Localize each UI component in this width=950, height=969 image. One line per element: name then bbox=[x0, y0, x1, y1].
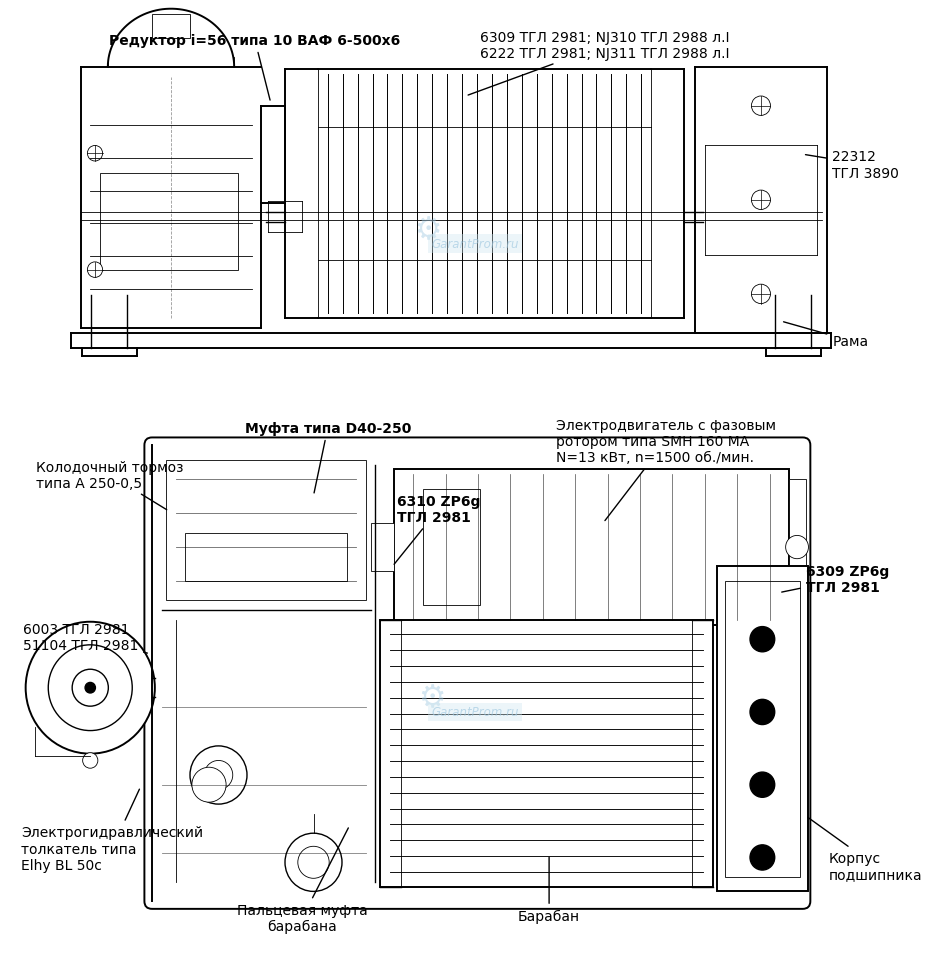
Bar bbox=[166, 460, 366, 601]
Circle shape bbox=[751, 191, 770, 210]
Text: Редуктор i=56 типа 10 ВАФ 6-500х6: Редуктор i=56 типа 10 ВАФ 6-500х6 bbox=[109, 34, 401, 101]
Text: ⚙: ⚙ bbox=[419, 683, 446, 712]
Circle shape bbox=[750, 845, 775, 870]
Text: Колодочный тормоз
типа А 250-0,5: Колодочный тормоз типа А 250-0,5 bbox=[36, 460, 183, 511]
Bar bbox=[100, 173, 238, 270]
Text: Пальцевая муфта
барабана: Пальцевая муфта барабана bbox=[237, 828, 368, 933]
Text: ⚙: ⚙ bbox=[414, 216, 441, 245]
Circle shape bbox=[285, 833, 342, 891]
Bar bbox=[185, 533, 347, 581]
Text: 6309 ZP6g
ТГЛ 2981: 6309 ZP6g ТГЛ 2981 bbox=[782, 564, 889, 594]
Text: 22312
ТГЛ 3890: 22312 ТГЛ 3890 bbox=[806, 150, 899, 180]
Circle shape bbox=[751, 97, 770, 116]
Bar bbox=[370, 523, 394, 572]
Text: 6309 ТГЛ 2981; NJ310 ТГЛ 2988 л.I
6222 ТГЛ 2981; NJ311 ТГЛ 2988 л.I: 6309 ТГЛ 2981; NJ310 ТГЛ 2988 л.I 6222 Т… bbox=[468, 31, 730, 96]
Circle shape bbox=[26, 622, 155, 754]
Circle shape bbox=[48, 645, 132, 731]
Circle shape bbox=[87, 263, 103, 278]
Text: GarantProm.ru: GarantProm.ru bbox=[431, 237, 519, 251]
Bar bbox=[725, 581, 800, 877]
Bar bbox=[152, 15, 190, 39]
Circle shape bbox=[750, 772, 775, 797]
Text: Электрогидравлический
толкатель типа
Elhy BL 50c: Электрогидравлический толкатель типа Elh… bbox=[21, 790, 203, 872]
Circle shape bbox=[83, 753, 98, 768]
Text: GarantProm.ru: GarantProm.ru bbox=[431, 705, 519, 719]
Circle shape bbox=[204, 761, 233, 790]
Bar bbox=[717, 567, 808, 891]
Bar bbox=[380, 620, 712, 887]
Circle shape bbox=[751, 285, 770, 304]
Text: Корпус
подшипника: Корпус подшипника bbox=[808, 818, 922, 881]
FancyBboxPatch shape bbox=[144, 438, 810, 909]
Circle shape bbox=[87, 146, 103, 162]
Circle shape bbox=[750, 627, 775, 652]
Bar bbox=[394, 470, 788, 625]
Text: 6310 ZP6g
ТГЛ 2981: 6310 ZP6g ТГЛ 2981 bbox=[394, 494, 481, 565]
Text: Рама: Рама bbox=[784, 323, 868, 348]
Circle shape bbox=[86, 683, 95, 693]
Bar bbox=[423, 489, 480, 606]
Text: Муфта типа D40-250: Муфта типа D40-250 bbox=[244, 422, 411, 493]
Circle shape bbox=[786, 536, 808, 559]
Text: 6003 ТГЛ 2981
51104 ТГЛ 2981: 6003 ТГЛ 2981 51104 ТГЛ 2981 bbox=[23, 622, 147, 653]
Circle shape bbox=[72, 670, 108, 706]
Circle shape bbox=[190, 746, 247, 804]
Text: Барабан: Барабан bbox=[518, 858, 580, 923]
Text: Электродвигатель с фазовым
ротором типа SMH 160 MA
N=13 кВт, n=1500 об./мин.: Электродвигатель с фазовым ротором типа … bbox=[556, 419, 776, 521]
Circle shape bbox=[192, 767, 226, 802]
Circle shape bbox=[298, 847, 330, 878]
Bar bbox=[788, 480, 806, 615]
Circle shape bbox=[750, 700, 775, 725]
